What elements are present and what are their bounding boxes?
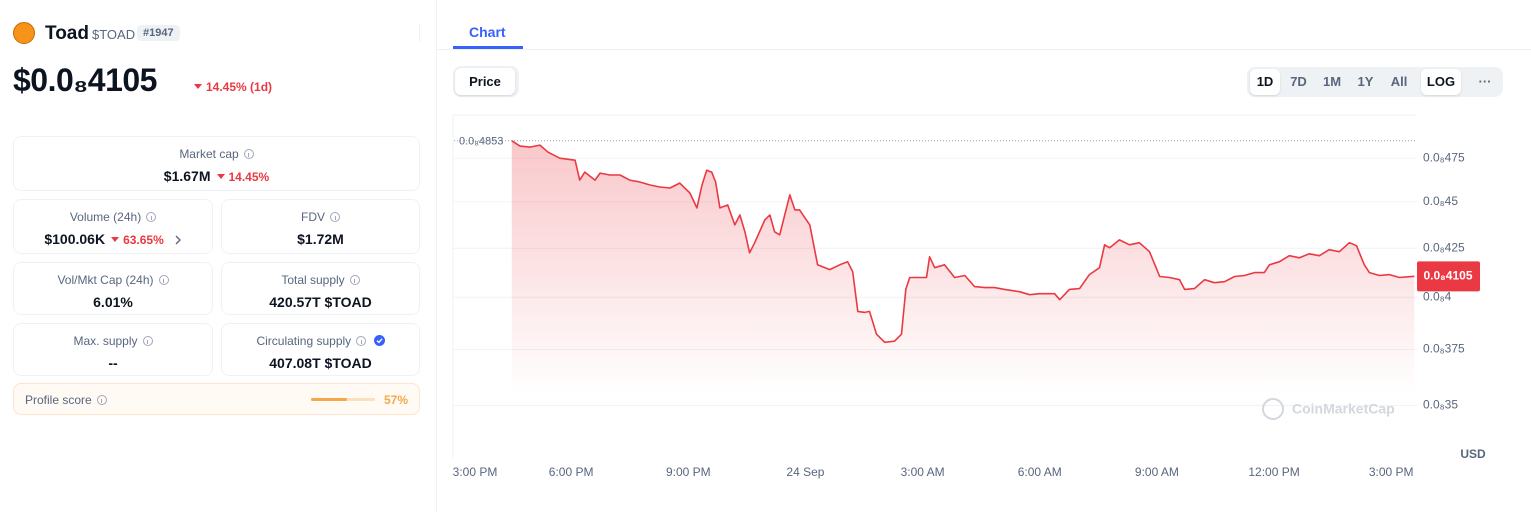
area-fill [511,140,1415,459]
stat-label: Max. supply [14,334,212,348]
change-text: 63.65% [123,233,164,247]
token-name: Toad [45,23,89,44]
tab-border [437,49,1531,50]
change-text: 14.45% [228,170,270,184]
range-button[interactable]: 1Y [1357,74,1374,89]
stat-card: Max. supply -- [13,323,213,376]
stat-value: 420.57T $TOAD [269,294,372,310]
y-tick-label: 0.0₈375 [1423,342,1465,356]
label-text: Circulating supply [256,334,352,348]
metric-group: Price [453,66,519,97]
stat-label: Volume (24h) [14,210,212,224]
x-tick-label: 3:00 PM [453,465,498,479]
watermark: CoinMarketCap [1292,401,1395,417]
value-text: $100.06K [44,231,106,247]
metric-button[interactable]: Price [455,68,515,95]
stat-value: -- [108,355,118,371]
range-button[interactable]: 1D [1250,69,1280,95]
x-tick-label: 24 Sep [786,465,824,479]
watermark-logo [1262,398,1284,420]
info-icon[interactable] [142,336,153,346]
y-tick-label: 0.0₈475 [1423,150,1465,164]
x-tick-label: 3:00 AM [901,465,945,479]
y-tick-label: 0.0₈45 [1423,194,1458,208]
tab-underline [453,46,523,49]
stat-label: Profile score [25,393,107,407]
label-text: FDV [301,210,325,224]
label-text: Profile score [25,393,92,407]
stat-label: Circulating supply [222,334,419,348]
price-line [511,140,1415,344]
x-tick-label: 9:00 AM [1135,465,1179,479]
score-track [311,398,375,401]
label-text: Volume (24h) [69,210,142,224]
label-text: Total supply [281,273,345,287]
token-logo [13,22,35,44]
info-icon[interactable] [158,275,169,285]
down-arrow [216,174,225,180]
stat-value: $1.67M 14.45% [14,168,419,184]
stat-value: $1.72M [297,231,344,247]
stat-value: $100.06K 63.65% [14,231,212,247]
stat-value: 407.08T $TOAD [269,355,372,371]
divider [436,0,437,512]
score-text: 57% [384,393,409,407]
chevron [175,235,181,245]
info-icon[interactable] [330,212,340,222]
separator [419,24,420,42]
range-group: 1D 7D 1M 1Y All LOG ··· [1247,67,1503,97]
stat-card: FDV $1.72M [221,199,420,254]
info-icon[interactable] [243,149,254,159]
stat-label: FDV [222,210,419,224]
range-button[interactable]: All [1390,74,1408,89]
token-price: $0.0₈4105 [13,62,157,98]
x-tick-label: 9:00 PM [666,465,711,479]
token-rank: #1947 [137,25,180,41]
stat-label: Market cap [14,147,419,161]
profile-score[interactable]: Profile score 57% [13,383,420,415]
range-button[interactable]: LOG [1421,69,1461,95]
stat-card[interactable]: Volume (24h) $100.06K 63.65% [13,199,213,254]
price-change: 14.45% (1d) [188,78,272,96]
range-button[interactable]: 1M [1322,74,1342,89]
down-arrow [194,83,202,89]
y-tick-label: 0.0₈35 [1423,398,1458,412]
y-tick-label: 0.0₈4 [1423,289,1452,303]
info-icon[interactable] [349,275,360,285]
label-text: Market cap [179,147,239,161]
last-price-badge [1417,261,1480,292]
y-tick-label: 0.0₈425 [1423,240,1465,254]
stat-card: Total supply 420.57T $TOAD [221,262,420,315]
stat-card: Market cap $1.67M 14.45% [13,136,420,191]
info-icon[interactable] [356,336,367,346]
change-text: 14.45% (1d) [206,80,273,94]
last-price-label: 0.0₈4105 [1424,268,1473,282]
currency-label: USD [1460,447,1486,461]
stat-card: Circulating supply 407.08T $TOAD [221,323,420,376]
stat-label: Total supply [222,273,419,287]
label-text: Max. supply [73,334,138,348]
x-tick-label: 12:00 PM [1248,465,1299,479]
stat-label: Vol/Mkt Cap (24h) [14,273,212,287]
stat-card: Vol/Mkt Cap (24h) 6.01% [13,262,213,315]
info-icon[interactable] [146,212,157,222]
info-icon[interactable] [96,395,107,405]
x-tick-label: 3:00 PM [1369,465,1414,479]
label-text: Vol/Mkt Cap (24h) [57,273,154,287]
down-arrow [111,237,120,243]
x-tick-label: 6:00 AM [1018,465,1062,479]
range-button[interactable]: ··· [1478,74,1492,89]
tab[interactable]: Chart [469,24,506,40]
range-button[interactable]: 7D [1290,74,1307,89]
stat-value: 6.01% [93,294,133,310]
verified-badge [373,335,385,346]
x-tick-label: 6:00 PM [549,465,594,479]
score-bar [311,398,348,401]
value-text: $1.67M [163,168,211,184]
token-symbol: $TOAD [92,27,136,42]
high-label: 0.0₈4853 [459,136,503,148]
